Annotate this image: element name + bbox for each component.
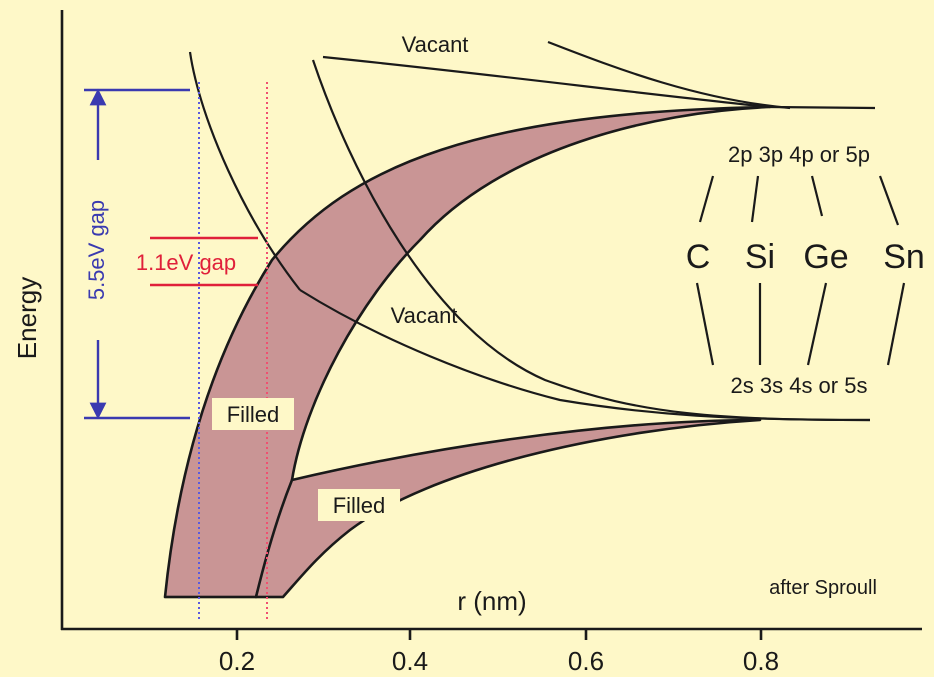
filled-label-upper: Filled	[227, 402, 280, 427]
lower-filled-band	[254, 418, 762, 599]
x-tick-label: 0.4	[392, 646, 428, 676]
vacant-curve-lower	[299, 289, 871, 422]
connector-si-p	[750, 175, 760, 223]
element-c: C	[686, 238, 711, 276]
x-axis-label: r (nm)	[457, 586, 526, 616]
connector-sn-s	[886, 282, 906, 366]
vacant-label-top: Vacant	[402, 32, 469, 57]
element-ge: Ge	[803, 238, 848, 276]
connector-ge-s	[806, 282, 828, 366]
vacant-curve-upper-right	[547, 40, 791, 110]
upper-filled-band	[163, 105, 772, 599]
vacant-curve-top	[322, 55, 876, 110]
large-gap-indicator	[84, 88, 190, 420]
filled-lower-box	[318, 489, 400, 521]
x-tick-label: 0.2	[219, 646, 255, 676]
large-gap-label: 5.5eV gap	[84, 200, 109, 300]
s-orbital-label: 2s 3s 4s or 5s	[731, 373, 868, 398]
filled-label-lower: Filled	[333, 493, 386, 518]
vacant-curve-left	[188, 51, 301, 291]
orbital-connectors	[695, 175, 906, 366]
x-axis-ticks	[235, 629, 763, 640]
filled-upper-box	[212, 398, 294, 430]
connector-c-p	[698, 175, 715, 223]
y-axis-label: Energy	[12, 277, 42, 359]
connector-sn-p	[878, 175, 900, 226]
vacant-label-mid: Vacant	[391, 303, 458, 328]
credit-label: after Sproull	[769, 577, 877, 599]
element-si: Si	[745, 238, 775, 276]
x-tick-label: 0.8	[743, 646, 779, 676]
small-gap-label: 1.1eV gap	[136, 250, 236, 275]
p-orbital-label: 2p 3p 4p or 5p	[728, 142, 870, 167]
element-sn: Sn	[883, 238, 925, 276]
connector-ge-p	[810, 175, 824, 217]
x-tick-label: 0.6	[568, 646, 604, 676]
connector-c-s	[695, 282, 715, 366]
